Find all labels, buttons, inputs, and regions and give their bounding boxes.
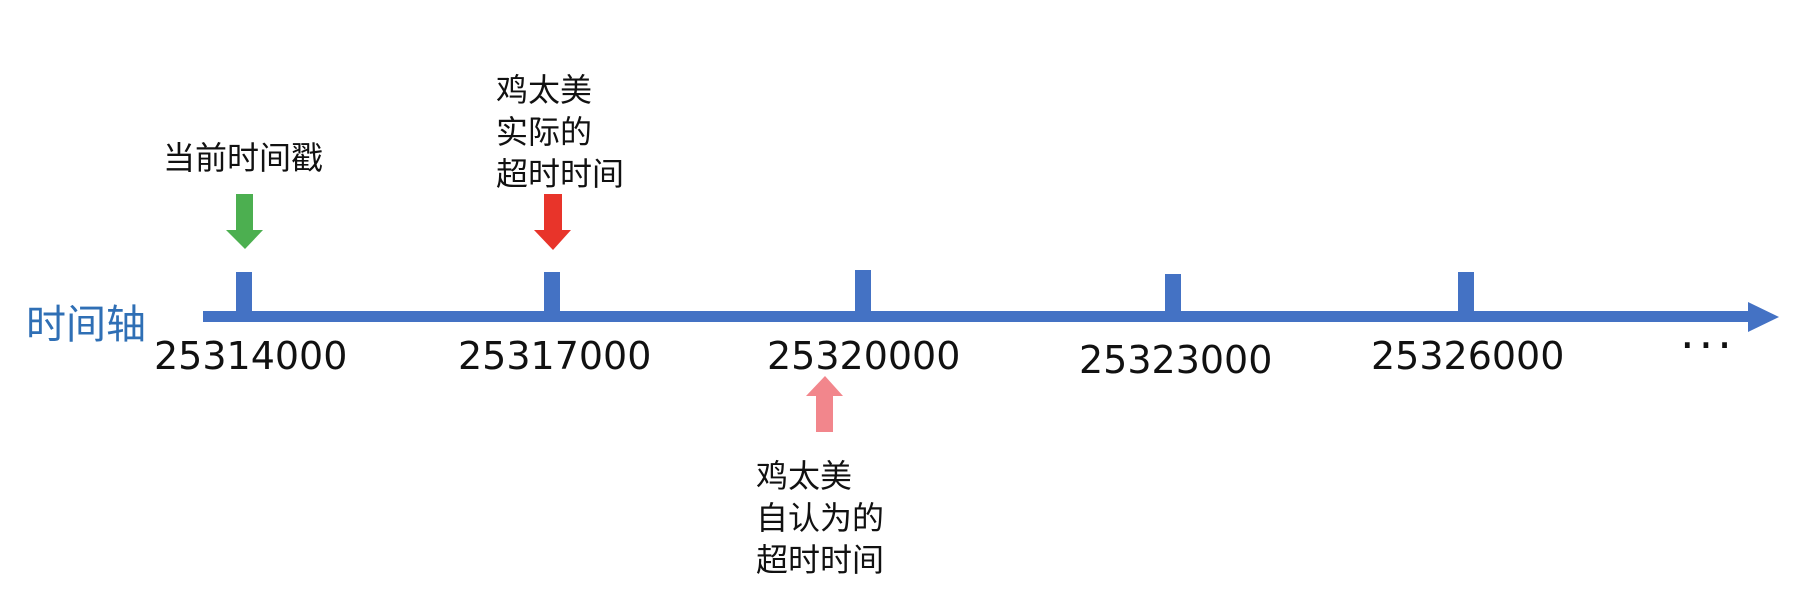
believed-timeout-line: 自认为的 xyxy=(756,499,885,537)
arrow-down-icon-head xyxy=(534,230,571,250)
axis-ellipsis: ··· xyxy=(1680,318,1736,372)
arrow-up-icon-head xyxy=(806,376,843,396)
tick-label: 25314000 xyxy=(154,334,348,378)
timeline-axis-line xyxy=(203,311,1755,322)
axis-tick xyxy=(236,272,252,314)
axis-tick xyxy=(855,270,871,314)
current-timestamp-label: 当前时间戳 xyxy=(163,139,324,177)
actual-timeout-line: 超时时间 xyxy=(496,155,625,193)
axis-tick xyxy=(1458,272,1474,314)
tick-label: 25326000 xyxy=(1371,334,1565,378)
current-timestamp-arrow xyxy=(226,194,263,249)
axis-title: 时间轴 xyxy=(26,302,146,348)
arrow-right-icon xyxy=(1748,302,1779,332)
actual-timeout-line: 鸡太美 xyxy=(496,71,593,109)
believed-timeout-label: 鸡太美 自认为的 超时时间 xyxy=(756,455,884,581)
arrow-down-icon xyxy=(544,194,562,232)
tick-label: 25320000 xyxy=(767,334,961,378)
axis-tick xyxy=(544,272,560,314)
actual-timeout-label: 鸡太美 实际的 超时时间 xyxy=(496,69,624,195)
actual-timeout-arrow xyxy=(534,194,571,250)
tick-label: 25317000 xyxy=(458,334,652,378)
believed-timeout-line: 鸡太美 xyxy=(756,457,853,495)
believed-timeout-arrow xyxy=(806,376,843,432)
arrow-down-icon xyxy=(236,194,253,232)
arrow-up-icon xyxy=(816,394,833,432)
actual-timeout-line: 实际的 xyxy=(496,113,593,151)
arrow-down-icon-head xyxy=(226,230,263,249)
believed-timeout-line: 超时时间 xyxy=(756,541,885,579)
tick-label: 25323000 xyxy=(1079,338,1273,382)
axis-tick xyxy=(1165,274,1181,314)
